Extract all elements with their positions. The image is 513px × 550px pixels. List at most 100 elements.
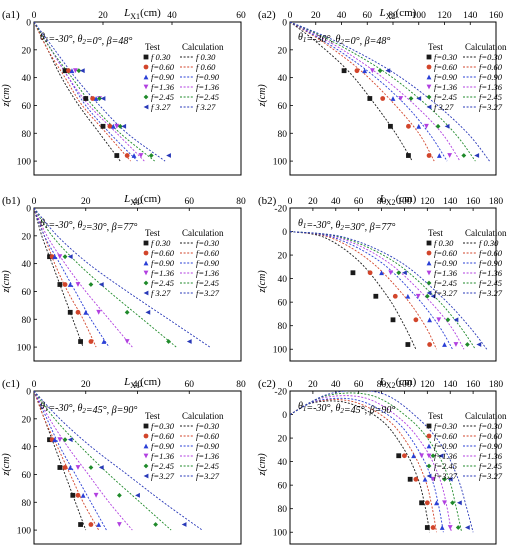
test-point-f=3.27: [67, 437, 73, 443]
test-point-f=0.90: [93, 96, 99, 101]
legend-marker-f=0.90: [143, 74, 149, 80]
legend-calc-label: f=0.90: [196, 441, 220, 451]
condition-annotation: θ1=-30°, θ2=30°, β=77°: [298, 218, 395, 233]
legend-test-label: f=0.30: [434, 421, 458, 431]
x-tick-label: 0: [32, 197, 37, 207]
test-point-f=0.60: [90, 96, 96, 101]
x-tick-label: 0: [288, 380, 293, 390]
legend-test-label: f=3.27: [151, 471, 175, 481]
legend-marker-f=2.45: [426, 463, 432, 469]
x-tick-label: 100: [412, 11, 427, 21]
legend-marker-f=0.90: [143, 443, 149, 449]
test-point-f=3.27: [181, 522, 187, 527]
y-tick-label: 80: [278, 505, 288, 515]
plot-area: [34, 208, 211, 348]
x-tick-label: 80: [377, 197, 387, 207]
test-point-f=2.45: [88, 465, 94, 470]
legend-marker-f=1.36: [143, 270, 149, 276]
test-point-f=1.36: [138, 153, 144, 158]
y-tick-label: 40: [278, 275, 288, 285]
legend-header-test: Test: [145, 228, 160, 238]
y-tick-label: 0: [282, 19, 287, 29]
legend-calc-label: f 0.30: [479, 238, 499, 248]
test-point-f=0.90: [427, 317, 433, 323]
calc-curve-f=2.45: [290, 231, 476, 350]
y-tick-label: 40: [22, 443, 32, 453]
legend-calc-label: f=2.45: [196, 461, 219, 471]
test-point-f=2.45: [424, 293, 430, 299]
test-point-f=0.90: [405, 293, 411, 299]
test-point-f=2.45: [450, 500, 455, 506]
y-tick-label: 0: [26, 388, 31, 398]
legend-calc-label: f=2.45: [196, 92, 219, 102]
calc-curve-f=0.90: [290, 231, 453, 350]
calc-curve-f=0.60: [290, 399, 437, 533]
legend-test-label: f 0.30: [151, 238, 171, 248]
test-point-f=0.30: [78, 339, 83, 344]
test-point-f=0.90: [52, 254, 58, 260]
test-point-f=0.60: [88, 522, 94, 527]
calc-curve-f=3.27: [290, 391, 474, 533]
test-point-f=3.27: [476, 342, 482, 347]
y-axis-title: z(cm): [257, 453, 268, 477]
calc-curve-f=1.36: [290, 395, 452, 533]
test-point-f=0.90: [411, 453, 416, 459]
x-tick-label: 140: [443, 197, 458, 207]
test-point-f=0.60: [367, 270, 373, 276]
legend-test-label: f=0.90: [434, 441, 458, 451]
y-axis-title: z(cm): [257, 270, 268, 294]
legend-calc-label: f=0.90: [196, 258, 220, 268]
calc-curve-f=0.30: [290, 400, 431, 533]
calc-curve-f=2.45: [290, 392, 463, 533]
test-point-f=0.30: [407, 476, 413, 482]
x-axis-title: LX1(cm): [123, 7, 161, 21]
x-tick-label: 60: [236, 11, 246, 21]
test-point-f=0.60: [392, 293, 398, 299]
condition-annotation: θ1=-30°, θ2=30°, β=77°: [40, 218, 137, 233]
legend-test-label: f=0.60: [151, 62, 175, 72]
x-tick-label: 60: [363, 11, 373, 21]
test-point-f=2.45: [62, 254, 68, 260]
test-point-f=0.30: [57, 465, 63, 470]
y-tick-label: 40: [278, 458, 288, 468]
y-axis-title: z(cm): [1, 453, 12, 477]
legend-calc-label: f=0.30: [196, 421, 220, 431]
test-point-f=2.45: [124, 309, 130, 315]
condition-annotation: θ1=-30°, θ2=45°, β=90°: [298, 401, 395, 416]
legend-calc-label: f=0.60: [196, 431, 220, 441]
test-point-f=0.90: [69, 68, 75, 74]
test-point-f=1.36: [419, 453, 425, 459]
test-point-f=0.60: [406, 123, 411, 129]
legend-test-label: f=1.36: [434, 82, 458, 92]
test-point-f=0.30: [350, 270, 356, 276]
x-tick-label: 160: [466, 197, 481, 207]
test-point-f=0.60: [413, 317, 419, 323]
test-point-f=0.90: [379, 270, 384, 276]
y-tick-label: 80: [22, 316, 32, 326]
legend-marker-f=0.90: [143, 260, 149, 266]
test-point-f=2.45: [76, 68, 82, 74]
legend-test-label: f=0.60: [151, 431, 175, 441]
legend-test-label: f=0.30: [151, 421, 175, 431]
test-point-f=3.27: [447, 476, 453, 482]
test-point-f=3.27: [145, 309, 151, 315]
legend-test-label: f=1.36: [151, 82, 175, 92]
x-tick-label: 120: [437, 11, 452, 21]
test-point-f=3.27: [121, 123, 127, 129]
test-point-f=1.36: [442, 500, 447, 506]
legend-calc-label: f=1.36: [196, 82, 220, 92]
y-tick-label: 60: [22, 288, 32, 298]
x-tick-label: 40: [167, 11, 177, 21]
test-point-f=0.90: [67, 282, 73, 287]
calc-curve-f=2.45: [34, 22, 156, 162]
legend-calc-label: f=2.45: [479, 278, 502, 288]
x-tick-label: 120: [420, 380, 435, 390]
legend-calc-label: f=0.90: [479, 258, 503, 268]
test-point-f=2.45: [97, 96, 102, 101]
legend-calc-label: f=0.90: [479, 72, 503, 82]
legend-test-label: f 3.27: [151, 288, 171, 298]
y-tick-label: -20: [274, 205, 287, 215]
legend-test-label: f=2.45: [151, 461, 174, 471]
x-axis-title: LX1(cm): [123, 376, 161, 390]
legend-test-label: f=2.45: [151, 278, 174, 288]
